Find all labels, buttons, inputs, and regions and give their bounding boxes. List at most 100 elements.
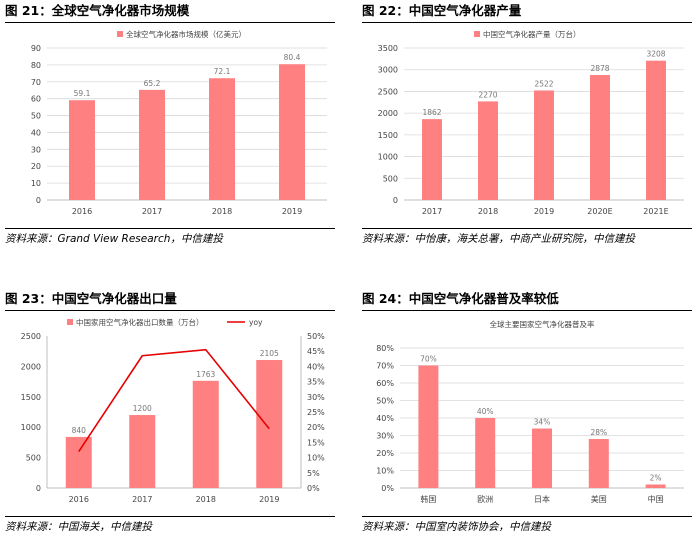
figure-source: 资料来源：中国室内装饰协会，中信建投 <box>362 516 692 536</box>
bar-chart-penetration: 0% 10% 20% 30% 40% 50% 60% 70% 80% 70% 韩国 40% 欧洲 34% 日… <box>376 319 684 504</box>
y-tick-label: 10% <box>376 467 394 476</box>
bar-2020E <box>590 75 610 200</box>
y-tick-label: 50 <box>31 112 41 121</box>
y2-tick-label: 50% <box>307 332 325 341</box>
y-tick-label: 1500 <box>378 131 398 140</box>
data-label: 2270 <box>478 90 497 99</box>
bar-中国 <box>645 484 666 488</box>
y-tick-label: 40% <box>376 414 394 423</box>
y-tick-label: 1000 <box>21 423 41 432</box>
figure-title: 图 21：全球空气净化器市场规模 <box>5 2 335 23</box>
data-label: 2522 <box>534 79 553 88</box>
y-tick-label: 2000 <box>378 109 398 118</box>
y-tick-label: 60% <box>376 379 394 388</box>
x-tick-label: 2017 <box>142 207 162 216</box>
legend-label-bar: 中国空气净化器产量（万台） <box>483 29 581 39</box>
figure-title: 图 23：中国空气净化器出口量 <box>5 290 335 311</box>
y-tick-label: 2500 <box>378 87 398 96</box>
y2-tick-label: 45% <box>307 347 325 356</box>
bar-2017 <box>139 89 165 200</box>
data-label: 59.1 <box>74 89 91 98</box>
y-tick-label: 0% <box>381 484 394 493</box>
bar-2018 <box>478 101 498 200</box>
y-tick-label: 0 <box>393 196 398 205</box>
x-tick-label: 2020E <box>587 207 612 216</box>
data-label: 34% <box>534 418 551 427</box>
bar-日本 <box>532 428 552 488</box>
x-tick-label: 2017 <box>422 207 442 216</box>
y-tick-label: 20% <box>376 449 394 458</box>
y-tick-label: 1500 <box>21 393 41 402</box>
y-tick-label: 3000 <box>378 66 398 75</box>
y-tick-label: 10 <box>31 179 41 188</box>
y2-tick-label: 30% <box>307 393 325 402</box>
x-tick-label: 2016 <box>69 495 89 504</box>
y2-tick-label: 0% <box>307 484 320 493</box>
x-tick-label: 2018 <box>478 207 498 216</box>
y-tick-label: 20 <box>31 162 41 171</box>
y-tick-label: 1000 <box>378 153 398 162</box>
data-label: 2878 <box>590 64 609 73</box>
data-label: 2105 <box>260 349 279 358</box>
x-tick-label: 2019 <box>534 207 554 216</box>
data-label: 2% <box>650 474 662 483</box>
x-tick-label: 2019 <box>282 207 302 216</box>
data-label: 840 <box>72 426 87 435</box>
y2-tick-label: 15% <box>307 438 325 447</box>
bar-2019 <box>256 360 283 488</box>
figure-source: 资料来源：中国海关，中信建投 <box>5 516 335 536</box>
data-label: 72.1 <box>214 67 231 76</box>
bar-2019 <box>534 90 554 200</box>
y2-tick-label: 40% <box>307 362 325 371</box>
series-line-yoy <box>78 348 270 452</box>
panel-china-export: 图 23：中国空气净化器出口量 0 500 1000 1500 2000 2500 840 2… <box>5 290 335 542</box>
data-label: 70% <box>420 355 437 364</box>
x-tick-label: 美国 <box>591 494 607 504</box>
y-tick-label: 80 <box>31 61 41 70</box>
combo-chart-china-export: 0 500 1000 1500 2000 2500 840 2016 1200 2017 1763 2… <box>21 317 326 504</box>
data-label: 1862 <box>422 108 441 117</box>
y-tick-label: 90 <box>31 44 41 53</box>
data-label: 3208 <box>646 50 665 59</box>
y2-tick-label: 35% <box>307 378 325 387</box>
data-label: 1200 <box>133 404 152 413</box>
chart-title: 全球主要国家空气净化器普及率 <box>490 319 595 329</box>
bar-chart-global-market: 0 10 20 30 40 50 60 70 80 90 59.1 2016 65.2 2017 72.1 2… <box>31 29 327 216</box>
data-label: 65.2 <box>144 79 161 88</box>
figure-source: 资料来源：Grand View Research，中信建投 <box>5 228 335 248</box>
bar-美国 <box>588 439 609 488</box>
x-tick-label: 2021E <box>643 207 668 216</box>
bar-chart-china-production: 0 500 1000 1500 2000 2500 3000 3500 1862 2017 2270… <box>378 29 684 216</box>
legend-label-line: yoy <box>249 318 263 327</box>
legend-label-bar: 全球空气净化器市场规模（亿美元） <box>126 29 246 39</box>
legend-swatch-bar <box>474 31 480 37</box>
data-label: 1763 <box>196 370 215 379</box>
bar-韩国 <box>418 365 439 488</box>
x-tick-label: 中国 <box>648 494 664 504</box>
bar-欧洲 <box>475 418 496 488</box>
bar-2018 <box>209 78 235 200</box>
y-tick-label: 500 <box>383 174 398 183</box>
bar-2017 <box>422 119 442 200</box>
y-tick-label: 0 <box>36 196 41 205</box>
y-tick-label: 2000 <box>21 362 41 371</box>
bar-2021E <box>646 60 666 201</box>
data-label: 80.4 <box>284 53 301 62</box>
x-tick-label: 欧洲 <box>477 494 493 504</box>
y-tick-label: 70 <box>31 78 41 87</box>
x-tick-label: 2018 <box>196 495 216 504</box>
figure-title: 图 24：中国空气净化器普及率较低 <box>362 290 692 311</box>
x-tick-label: 2016 <box>72 207 92 216</box>
data-label: 28% <box>590 428 607 437</box>
x-tick-label: 韩国 <box>420 494 436 504</box>
y-tick-label: 30% <box>376 432 394 441</box>
bar-2019 <box>279 64 305 200</box>
y-tick-label: 80% <box>376 344 394 353</box>
x-tick-label: 2019 <box>259 495 279 504</box>
x-tick-label: 2017 <box>132 495 152 504</box>
y-tick-label: 2500 <box>21 332 41 341</box>
figure-source: 资料来源：中怡康，海关总署，中商产业研究院，中信建投 <box>362 228 692 248</box>
legend-swatch-bar <box>67 319 73 325</box>
panel-penetration-rate: 图 24：中国空气净化器普及率较低 0% 10% 20% 30% 40% 50% 60% 70… <box>362 290 692 542</box>
y-tick-label: 70% <box>376 362 394 371</box>
